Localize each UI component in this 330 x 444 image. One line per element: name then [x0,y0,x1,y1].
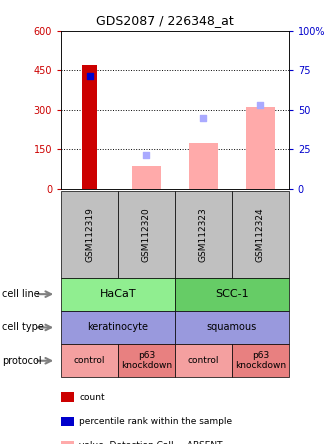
Text: GSM112323: GSM112323 [199,207,208,262]
Text: GDS2087 / 226348_at: GDS2087 / 226348_at [96,14,234,27]
Text: control: control [74,356,105,365]
Text: p63
knockdown: p63 knockdown [235,351,286,370]
Text: cell type: cell type [2,322,44,333]
Text: percentile rank within the sample: percentile rank within the sample [79,417,232,426]
Bar [132,166,161,189]
Bar [246,107,275,189]
Text: keratinocyte: keratinocyte [87,322,148,333]
Point [258,101,263,108]
Text: protocol: protocol [2,356,41,366]
Bar [189,143,217,189]
Point [144,151,149,158]
Text: control: control [188,356,219,365]
Text: HaCaT: HaCaT [100,289,136,299]
Text: GSM112324: GSM112324 [256,207,265,262]
Text: GSM112320: GSM112320 [142,207,151,262]
Bar [82,65,97,189]
Text: squamous: squamous [207,322,257,333]
Text: value, Detection Call = ABSENT: value, Detection Call = ABSENT [79,441,223,444]
Text: count: count [79,392,105,402]
Text: p63
knockdown: p63 knockdown [121,351,172,370]
Text: SCC-1: SCC-1 [215,289,248,299]
Text: cell line: cell line [2,289,39,299]
Text: GSM112319: GSM112319 [85,207,94,262]
Point [87,72,92,79]
Point [201,114,206,121]
